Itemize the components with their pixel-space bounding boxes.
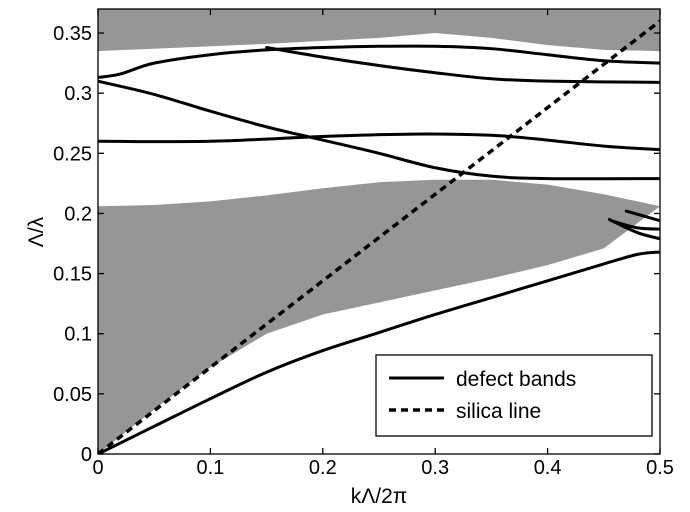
shaded-band-region-1 — [98, 9, 660, 52]
y-tick-label: 0.25 — [53, 143, 92, 165]
y-axis-label: Λ/λ — [25, 216, 48, 247]
y-tick-label: 0.15 — [53, 264, 92, 286]
x-tick-label: 0.2 — [309, 457, 337, 479]
y-tick-label: 0.35 — [53, 23, 92, 45]
defect-band-line-5 — [98, 132, 660, 152]
y-axis-ticks: 0 0.05 0.1 0.15 0.2 0.25 0.3 0.35 — [53, 23, 660, 466]
x-tick-label: 0.4 — [534, 457, 562, 479]
y-tick-label: 0 — [81, 444, 92, 466]
y-tick-label: 0.3 — [64, 83, 92, 105]
plot-frame — [97, 8, 661, 455]
x-axis-label: kΛ/2π — [351, 485, 408, 508]
silica-line — [98, 19, 660, 454]
legend-silica-line-label: silica line — [456, 400, 541, 423]
legend: defect bands silica line — [375, 354, 653, 437]
defect-band-line-8 — [265, 45, 660, 84]
defect-band-lines — [98, 44, 660, 454]
y-tick-label: 0.2 — [64, 203, 92, 225]
defect-band-line-1 — [98, 250, 660, 454]
shaded-band-region-2 — [98, 179, 660, 454]
defect-band-line-6 — [98, 79, 660, 181]
legend-box — [375, 354, 653, 437]
x-axis-ticks: 0 0.1 0.2 0.3 0.4 0.5 — [92, 9, 674, 479]
defect-band-line-7 — [98, 44, 660, 80]
y-tick-label: 0.05 — [53, 384, 92, 406]
defect-band-line-3 — [607, 217, 660, 241]
legend-defect-bands-label: defect bands — [456, 368, 576, 391]
x-tick-label: 0.5 — [646, 457, 674, 479]
shaded-regions — [98, 9, 660, 454]
defect-band-line-4 — [624, 209, 660, 223]
x-tick-label: 0 — [92, 457, 103, 479]
silica-line-group — [98, 19, 660, 454]
x-tick-label: 0.3 — [421, 457, 449, 479]
x-tick-label: 0.1 — [196, 457, 224, 479]
y-tick-label: 0.1 — [64, 324, 92, 346]
